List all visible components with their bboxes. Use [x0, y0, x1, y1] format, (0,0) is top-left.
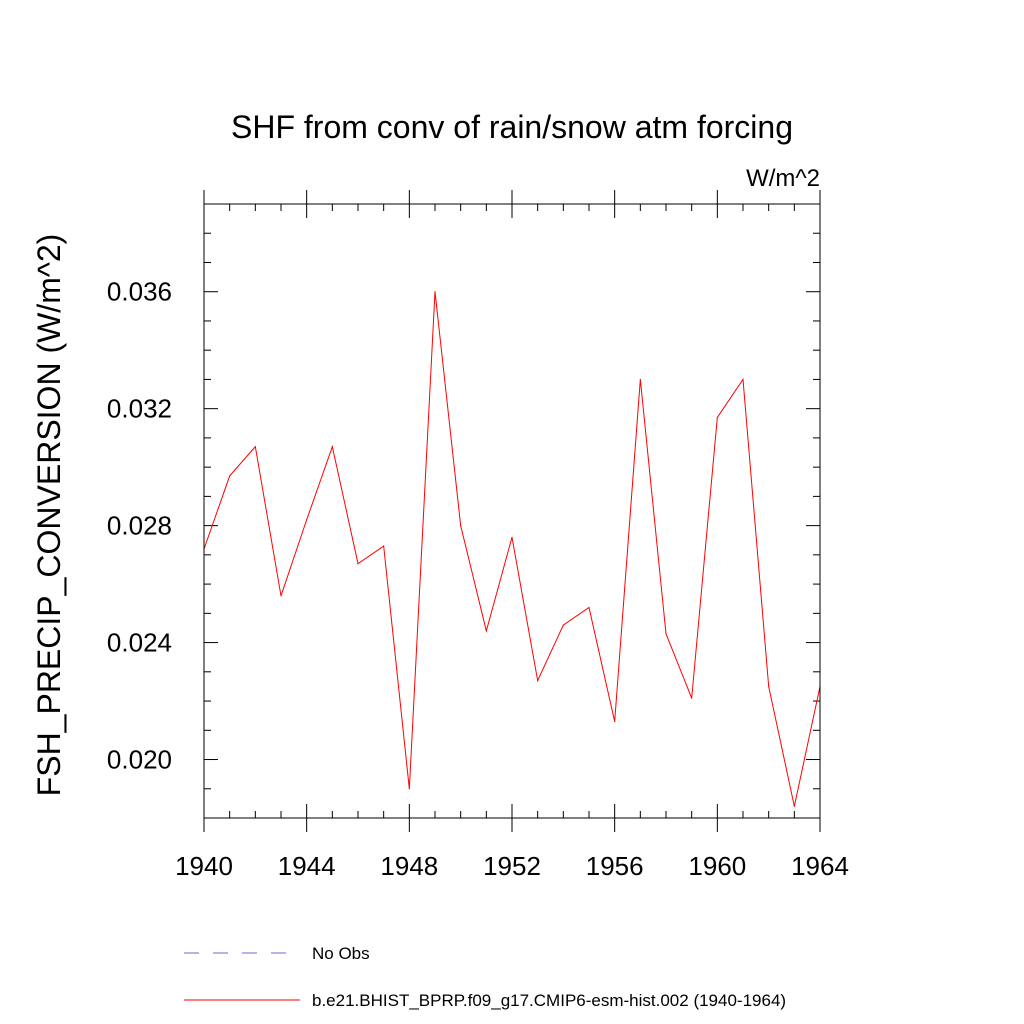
x-tick-label: 1960 [688, 851, 746, 881]
y-tick-label: 0.032 [107, 394, 172, 424]
x-tick-label: 1948 [380, 851, 438, 881]
y-axis-label: FSH_PRECIP_CONVERSION (W/m^2) [31, 234, 67, 797]
legend: No Obs b.e21.BHIST_BPRP.f09_g17.CMIP6-es… [184, 944, 786, 1010]
series-line [203, 291, 821, 807]
data-point [588, 606, 590, 609]
data-point [229, 475, 231, 477]
y-tick-label: 0.020 [107, 745, 172, 775]
x-tick-label: 1944 [278, 851, 336, 881]
data-point [639, 378, 641, 381]
chart-title: SHF from conv of rain/snow atm forcing [231, 109, 793, 145]
y-tick-label: 0.028 [107, 511, 172, 541]
data-point [511, 536, 513, 538]
legend-series-label: b.e21.BHIST_BPRP.f09_g17.CMIP6-esm-hist.… [312, 991, 786, 1010]
data-point [460, 525, 462, 527]
data-point [280, 595, 282, 597]
units-label: W/m^2 [746, 165, 820, 192]
data-point [665, 633, 667, 635]
data-point [485, 630, 487, 632]
plot-frame [203, 203, 821, 819]
data-point [383, 545, 385, 547]
data-point [254, 446, 256, 448]
x-tick-label: 1952 [483, 851, 541, 881]
data-point [408, 788, 410, 790]
x-tick-label: 1956 [586, 851, 644, 881]
data-point [691, 697, 693, 699]
x-tick-label: 1940 [175, 851, 233, 881]
axis-tick-labels: 1940 1944 1948 1952 1956 1960 1964 0.020 0.024 0.… [107, 277, 849, 881]
data-point [742, 378, 744, 381]
y-tick-label: 0.024 [107, 628, 172, 658]
data-point [562, 624, 564, 626]
data-point [614, 720, 616, 723]
x-tick-label: 1964 [791, 851, 849, 881]
data-point [768, 685, 770, 688]
series-layer [203, 291, 821, 807]
data-point [357, 563, 359, 565]
data-point [537, 679, 539, 682]
data-point [331, 446, 333, 448]
legend-no-obs-label: No Obs [312, 944, 370, 963]
axis-ticks [203, 190, 821, 832]
data-point [434, 291, 436, 293]
data-point [793, 805, 795, 807]
data-point [306, 519, 308, 521]
data-point [716, 416, 718, 419]
y-tick-label: 0.036 [107, 277, 172, 307]
